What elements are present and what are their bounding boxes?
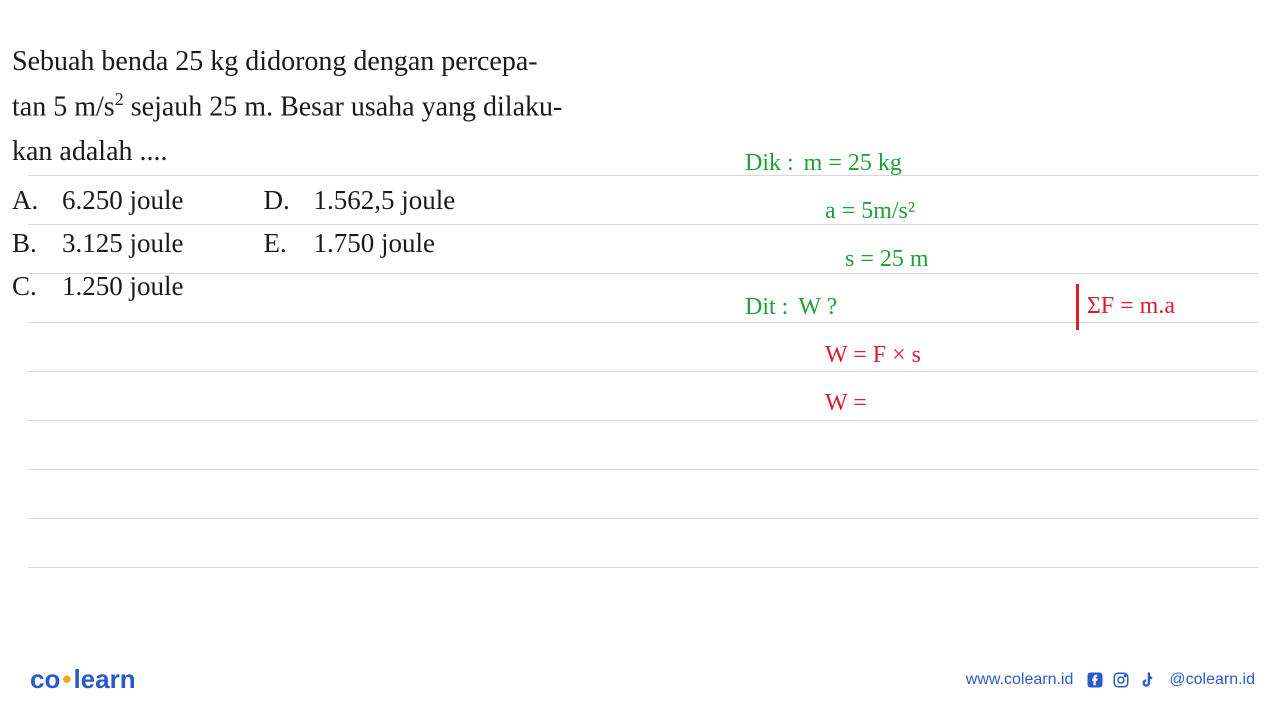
option-label: D. — [264, 185, 314, 216]
option-b: B. 3.125 joule — [12, 228, 184, 259]
option-e: E. 1.750 joule — [264, 228, 456, 259]
question-line-3: kan adalah .... — [12, 136, 168, 167]
hw-mass: m = 25 kg — [804, 141, 902, 187]
hw-formula-note: ΣF = m.a — [1076, 284, 1175, 330]
hw-work2-line: W = — [745, 380, 1255, 428]
logo-co: co — [30, 664, 60, 694]
instagram-icon — [1111, 670, 1131, 690]
option-d: D. 1.562,5 joule — [264, 185, 456, 216]
hw-accel-pre: a = 5 — [825, 189, 873, 235]
hw-work2: W = — [825, 381, 867, 427]
option-label: A. — [12, 185, 62, 216]
hw-dit-line: Dit : W ? ΣF = m.a — [745, 284, 1255, 332]
hw-dist-line: s = 25 m — [745, 236, 1255, 284]
options-col-1: A. 6.250 joule B. 3.125 joule C. 1.250 j… — [12, 185, 184, 302]
option-value: 3.125 joule — [62, 228, 184, 259]
question-line-1: Sebuah benda 25 kg didorong dengan perce… — [12, 46, 538, 77]
ruled-line — [28, 518, 1258, 519]
hw-dit-value: W ? — [798, 285, 837, 331]
dit-label: Dit : — [745, 285, 788, 331]
social-handle: @colearn.id — [1169, 671, 1255, 689]
option-value: 6.250 joule — [62, 185, 184, 216]
tiktok-icon — [1137, 670, 1157, 690]
option-label: B. — [12, 228, 62, 259]
hw-dik-line: Dik : m = 25 kg — [745, 140, 1255, 188]
ruled-line — [28, 567, 1258, 568]
option-value: 1.562,5 joule — [314, 185, 456, 216]
ruled-line — [28, 469, 1258, 470]
question-sup: 2 — [115, 89, 124, 109]
question-line-2-pre: tan 5 m/s — [12, 91, 115, 122]
dik-label: Dik : — [745, 141, 794, 187]
option-label: C. — [12, 271, 62, 302]
options-col-2: D. 1.562,5 joule E. 1.750 joule — [264, 185, 456, 302]
website-url: www.colearn.id — [966, 671, 1074, 689]
option-value: 1.250 joule — [62, 271, 184, 302]
footer: co•learn www.colearn.id @colearn.id — [30, 664, 1255, 695]
question-line-2-post: sejauh 25 m. Besar usaha yang dilaku- — [124, 91, 563, 122]
facebook-icon — [1085, 670, 1105, 690]
options-grid: A. 6.250 joule B. 3.125 joule C. 1.250 j… — [12, 185, 752, 302]
social-icons — [1085, 670, 1157, 690]
brand-logo: co•learn — [30, 664, 136, 695]
hw-accel-line: a = 5 m/s² — [745, 188, 1255, 236]
hw-work1: W = F × s — [825, 333, 921, 379]
option-c: C. 1.250 joule — [12, 271, 184, 302]
hw-work1-line: W = F × s — [745, 332, 1255, 380]
question-block: Sebuah benda 25 kg didorong dengan perce… — [12, 40, 752, 302]
option-label: E. — [264, 228, 314, 259]
question-text: Sebuah benda 25 kg didorong dengan perce… — [12, 40, 752, 175]
option-a: A. 6.250 joule — [12, 185, 184, 216]
logo-dot-icon: • — [62, 664, 71, 694]
hw-accel-unit: m/s² — [873, 189, 915, 235]
option-value: 1.750 joule — [314, 228, 436, 259]
logo-learn: learn — [73, 664, 135, 694]
handwriting-block: Dik : m = 25 kg a = 5 m/s² s = 25 m Dit … — [745, 140, 1255, 428]
footer-right: www.colearn.id @colearn.id — [966, 670, 1255, 690]
hw-dist: s = 25 m — [845, 237, 929, 283]
